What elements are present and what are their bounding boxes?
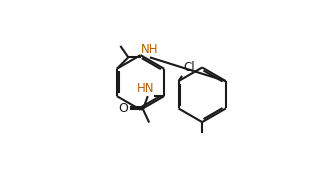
Text: NH: NH [141,43,159,56]
Text: HN: HN [137,82,154,95]
Text: O: O [119,102,128,115]
Text: Cl: Cl [183,61,195,74]
